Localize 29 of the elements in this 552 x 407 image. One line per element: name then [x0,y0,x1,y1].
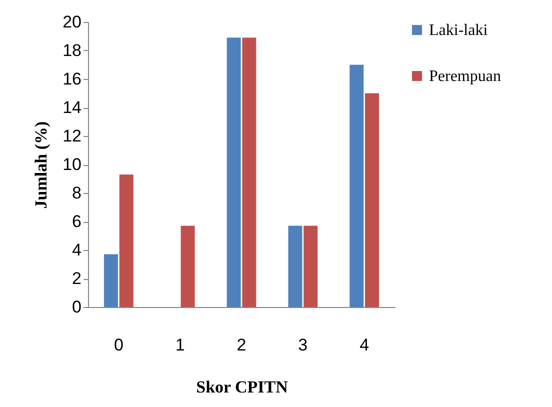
y-tick-label: 0 [72,298,82,316]
bar [242,38,256,307]
y-tick-label: 18 [62,41,82,60]
bar [350,64,364,307]
y-tick-label: 10 [62,155,82,174]
bar [119,174,134,307]
y-axis-title: Jumlah (%) [32,121,51,209]
x-tick-label: 0 [114,336,124,354]
y-tick-label: 14 [62,98,82,117]
x-tick-label: 2 [236,336,246,354]
y-tick-label: 16 [62,70,82,88]
x-tick-label: 3 [298,336,308,354]
y-tick-label: 20 [62,12,82,32]
legend-label: Laki-laki [429,22,488,39]
y-tick-label: 4 [72,240,82,260]
x-axis-title: Skor CPITN [196,378,289,396]
bar [226,38,241,307]
y-tick-label: 12 [62,126,82,146]
bar [180,226,195,307]
y-tick-label: 6 [72,212,82,231]
x-tick-label: 1 [175,336,185,354]
y-tick-label: 2 [72,269,82,288]
y-tick-label: 8 [72,184,82,202]
bar [364,93,379,307]
x-tick-label: 4 [360,336,370,354]
bar [304,226,318,307]
bar [104,254,118,307]
bar [288,226,302,307]
legend-label: Perempuan [429,68,501,85]
